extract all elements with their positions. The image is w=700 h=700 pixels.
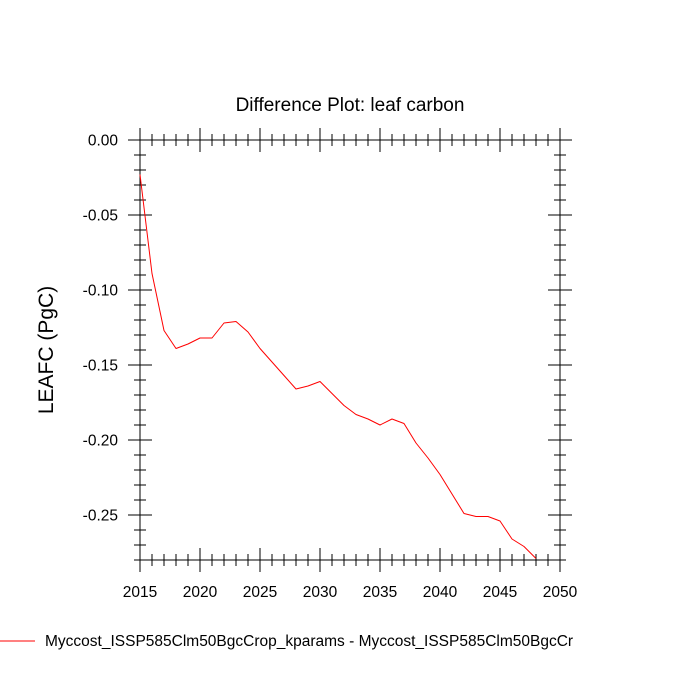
tick-labels: 2015 2020 2025 2030 2035 2040 2045 2050 0.00 -0.0… — [83, 133, 578, 602]
y-tick-label: -0.05 — [83, 208, 118, 225]
x-tick-label: 2025 — [243, 584, 277, 601]
chart-title: Difference Plot: leaf carbon — [236, 95, 465, 116]
x-tick-label: 2030 — [303, 584, 338, 601]
x-tick-label: 2040 — [423, 584, 458, 601]
y-tick-label: -0.25 — [83, 508, 118, 525]
x-tick-label: 2050 — [543, 584, 578, 601]
y-tick-label: 0.00 — [88, 133, 119, 150]
data-series — [139, 174, 537, 559]
y-axis-label: LEAFC (PgC) — [35, 286, 58, 414]
legend-series-label: Myccost_ISSP585Clm50BgcCrop_kparams - My… — [45, 633, 573, 650]
x-tick-label: 2015 — [123, 584, 157, 601]
y-tick-label: -0.15 — [83, 358, 118, 375]
plot-frame — [139, 139, 561, 561]
plot-axes — [139, 139, 561, 561]
x-tick-label: 2035 — [363, 584, 397, 601]
x-tick-label: 2020 — [183, 584, 218, 601]
y-tick-label: -0.20 — [83, 433, 119, 450]
x-tick-label: 2045 — [483, 584, 517, 601]
y-tick-label: -0.10 — [83, 283, 119, 300]
series-line — [139, 174, 537, 559]
axis-ticks — [128, 128, 572, 572]
legend: Myccost_ISSP585Clm50BgcCrop_kparams - My… — [0, 633, 573, 650]
